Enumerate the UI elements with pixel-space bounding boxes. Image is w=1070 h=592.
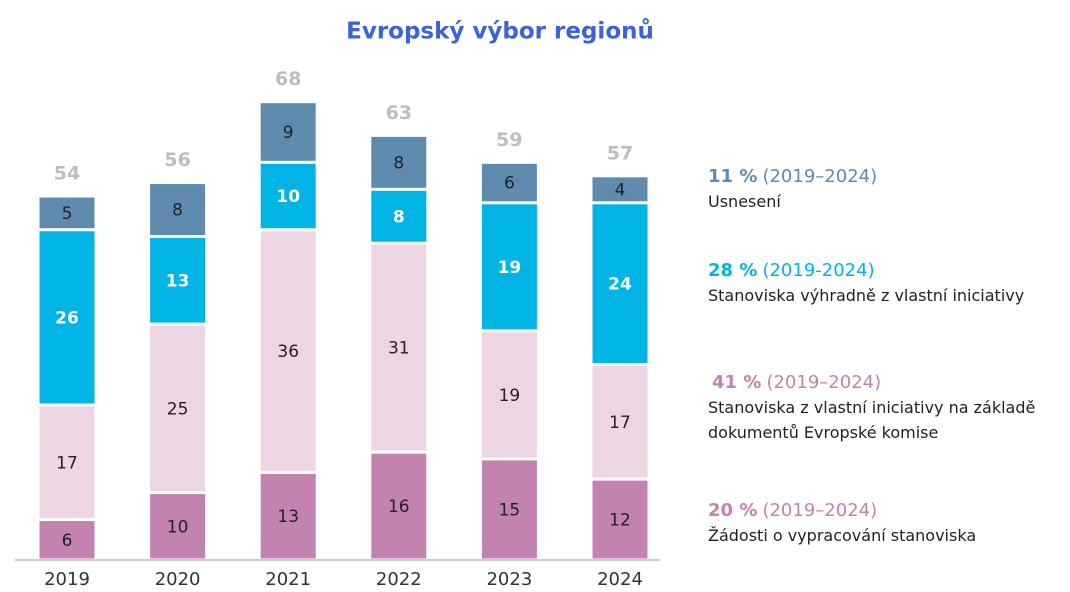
legend-head: 28 % (2019-2024) [708, 258, 1068, 283]
bar-segment [592, 177, 648, 202]
bar-segment [150, 184, 206, 235]
legend-head: 20 % (2019–2024) [708, 498, 1068, 523]
total-label: 57 [607, 142, 633, 164]
legend-head: 41 % (2019–2024) [712, 370, 1070, 395]
legend-share: 28 % [708, 260, 758, 281]
x-tick-label: 2023 [486, 569, 532, 590]
total-label: 59 [496, 129, 522, 151]
legend-name: Usnesení [708, 192, 781, 211]
bar-segment [150, 494, 206, 559]
bar-segment [150, 325, 206, 492]
value-label: 8 [172, 201, 183, 221]
total-label: 54 [54, 163, 80, 185]
value-label: 31 [388, 339, 410, 359]
value-label: 13 [166, 271, 190, 291]
x-tick-label: 2024 [597, 569, 643, 590]
bar-segment [150, 237, 206, 323]
value-label: 19 [499, 386, 521, 406]
bar-segment [260, 103, 316, 161]
chart-title: Evropský výbor regionů [346, 18, 654, 45]
legend-item: 28 % (2019-2024) Stanoviska výhradně z vl… [708, 258, 1068, 308]
value-label: 10 [276, 187, 300, 207]
bar-segment [260, 163, 316, 229]
value-label: 24 [608, 275, 632, 295]
legend-item: 11 % (2019–2024) Usnesení [708, 164, 1068, 214]
value-label: 25 [167, 399, 189, 419]
value-label: 12 [609, 511, 631, 531]
legend-item: 41 % (2019–2024) Stanoviska z vlastní ini… [708, 370, 1070, 445]
bar-segment [371, 453, 427, 559]
bar-segment [371, 190, 427, 242]
value-label: 16 [388, 497, 410, 517]
x-tick-label: 2019 [44, 569, 90, 590]
value-label: 17 [609, 413, 631, 433]
total-label: 63 [386, 102, 412, 124]
value-label: 9 [283, 123, 294, 143]
total-label: 56 [164, 149, 190, 171]
value-label: 19 [498, 258, 522, 278]
value-label: 10 [167, 517, 189, 537]
legend-share: 11 % [708, 166, 758, 187]
value-label: 17 [56, 453, 78, 473]
legend-share: 20 % [708, 500, 758, 521]
total-label: 68 [275, 68, 301, 90]
legend-name: Stanoviska výhradně z vlastní iniciativy [708, 286, 1025, 305]
x-tick-label: 2022 [376, 569, 422, 590]
bar-segment [592, 366, 648, 478]
legend-period: (2019–2024) [762, 500, 878, 521]
legend-period: (2019–2024) [762, 166, 878, 187]
bar-segment [39, 406, 95, 519]
value-label: 13 [277, 507, 299, 527]
bar-segment [592, 204, 648, 364]
bar-segment [481, 204, 537, 330]
value-label: 8 [393, 207, 405, 227]
bar-segment [39, 231, 95, 404]
legend-share: 41 % [712, 372, 762, 393]
legend-period: (2019–2024) [766, 372, 882, 393]
value-label: 6 [504, 174, 515, 194]
value-label: 26 [55, 308, 79, 328]
bar-segment [481, 332, 537, 458]
bar-segment [260, 231, 316, 471]
bar-segment [481, 163, 537, 202]
bar-segment [371, 136, 427, 188]
legend-item: 20 % (2019–2024) Žádosti o vypracování st… [708, 498, 1068, 548]
value-label: 36 [277, 342, 299, 362]
value-label: 15 [499, 500, 521, 520]
x-tick-label: 2020 [155, 569, 201, 590]
legend-name: Stanoviska z vlastní iniciativy na zákla… [708, 398, 1036, 442]
legend-head: 11 % (2019–2024) [708, 164, 1068, 189]
value-label: 5 [62, 204, 73, 224]
value-label: 8 [393, 153, 404, 173]
legend-period: (2019-2024) [762, 260, 875, 281]
value-label: 4 [615, 180, 626, 200]
bar-segment [260, 473, 316, 559]
bar-segment [39, 197, 95, 229]
bar-segment [39, 521, 95, 559]
bar-segment [592, 480, 648, 559]
bar-segment [371, 244, 427, 451]
x-tick-label: 2021 [265, 569, 311, 590]
bar-segment [481, 460, 537, 559]
value-label: 6 [62, 531, 73, 551]
legend-name: Žádosti o vypracování stanoviska [708, 526, 977, 545]
